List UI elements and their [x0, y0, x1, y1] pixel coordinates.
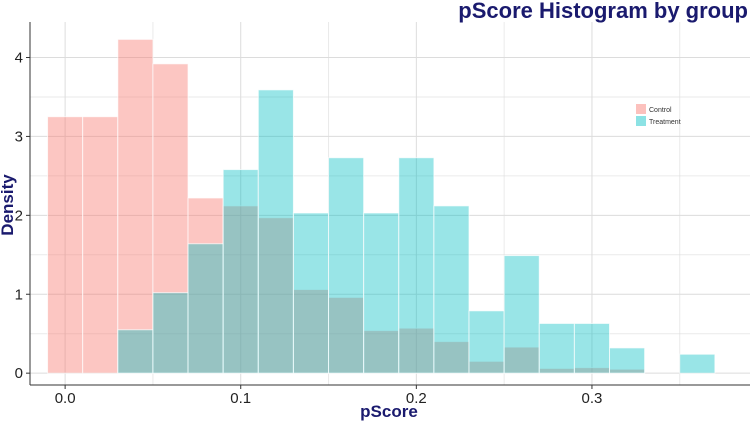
bar-control [257, 217, 294, 374]
series-treatment [117, 89, 716, 374]
bar-control [82, 116, 119, 374]
x-tick-label: 0.1 [230, 390, 251, 407]
legend-label: Control [649, 107, 672, 114]
bar-control [222, 205, 259, 374]
bar-treatment [468, 310, 505, 374]
bar-treatment [328, 157, 365, 374]
x-axis-title: pScore [360, 402, 418, 421]
y-tick-label: 3 [15, 128, 23, 145]
y-tick-label: 0 [15, 365, 23, 382]
x-tick-label: 0.0 [55, 390, 76, 407]
y-axis-title: Density [0, 174, 17, 236]
bar-treatment [433, 205, 470, 374]
y-tick-label: 1 [15, 286, 23, 303]
legend-item-treatment: Treatment [636, 116, 681, 126]
tick-labels: 0.0 0.1 0.2 0.3 0 1 2 3 4 [15, 50, 603, 407]
bar-treatment [538, 322, 575, 374]
axes [26, 22, 750, 389]
bar-control [328, 296, 365, 374]
chart-title: pScore Histogram by group [458, 0, 748, 23]
legend-swatch [636, 104, 646, 114]
x-tick-label: 0.2 [406, 390, 427, 407]
bar-control [117, 38, 154, 374]
bar-treatment [609, 347, 646, 374]
series-control [47, 38, 646, 374]
legend-label: Treatment [649, 119, 681, 126]
legend: Control Treatment [636, 104, 681, 126]
y-tick-label: 4 [15, 50, 23, 67]
bar-treatment [187, 243, 224, 374]
bar-treatment [292, 212, 330, 374]
bar-treatment [222, 169, 259, 374]
bar-treatment [363, 212, 400, 374]
bar-treatment [573, 322, 611, 374]
legend-swatch [636, 116, 646, 126]
bar-control [503, 346, 540, 374]
bar-treatment [398, 157, 435, 374]
bar-treatment [257, 89, 294, 374]
legend-item-control: Control [636, 104, 672, 114]
bar-control [47, 116, 84, 374]
bar-treatment [117, 329, 154, 374]
x-tick-label: 0.3 [582, 390, 603, 407]
bar-treatment [503, 255, 540, 374]
y-tick-label: 2 [15, 207, 23, 224]
bar-treatment [152, 292, 189, 374]
bar-control [398, 327, 435, 374]
bars [47, 38, 716, 374]
bar-treatment [679, 353, 716, 374]
